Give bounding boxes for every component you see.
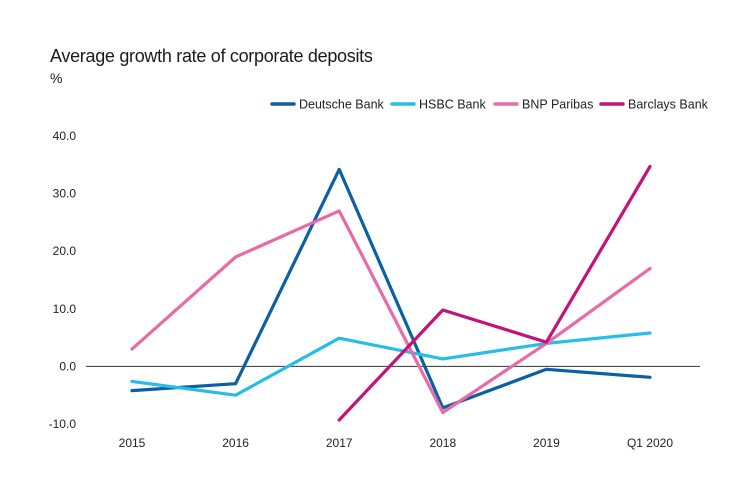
legend-item: Deutsche Bank xyxy=(270,98,385,112)
chart-title: Average growth rate of corporate deposit… xyxy=(50,46,373,66)
x-tick-label: 2016 xyxy=(222,436,249,450)
y-tick-label: 20.0 xyxy=(53,244,77,258)
legend: Deutsche Bank HSBC Bank BNP Paribas Barclay… xyxy=(270,98,709,112)
y-tick-label: 10.0 xyxy=(53,302,77,316)
legend-item: HSBC Bank xyxy=(390,98,486,112)
series-line xyxy=(337,164,652,422)
y-tick-label: 30.0 xyxy=(53,187,77,201)
y-tick-label: 40.0 xyxy=(53,129,77,143)
series-layer xyxy=(130,164,652,422)
x-tick-label: 2015 xyxy=(119,436,146,450)
legend-item: BNP Paribas xyxy=(493,98,593,112)
x-tick-label: 2019 xyxy=(533,436,560,450)
y-axis: 40.0 30.0 20.0 10.0 0.0 -10.0 xyxy=(49,129,77,431)
legend-label: HSBC Bank xyxy=(419,98,486,112)
x-tick-label: Q1 2020 xyxy=(627,436,673,450)
y-tick-label: -10.0 xyxy=(49,417,77,431)
y-unit-label: % xyxy=(50,70,63,86)
x-tick-label: 2017 xyxy=(326,436,353,450)
series-line xyxy=(130,167,652,410)
legend-label: Barclays Bank xyxy=(628,98,709,112)
legend-label: Deutsche Bank xyxy=(299,98,385,112)
series-line xyxy=(130,209,652,415)
y-tick-label: 0.0 xyxy=(59,359,76,373)
legend-label: BNP Paribas xyxy=(522,98,593,112)
series-line xyxy=(130,331,652,397)
x-axis: 2015 2016 2017 2018 2019 Q1 2020 xyxy=(119,436,674,450)
x-tick-label: 2018 xyxy=(429,436,456,450)
legend-item: Barclays Bank xyxy=(599,98,709,112)
